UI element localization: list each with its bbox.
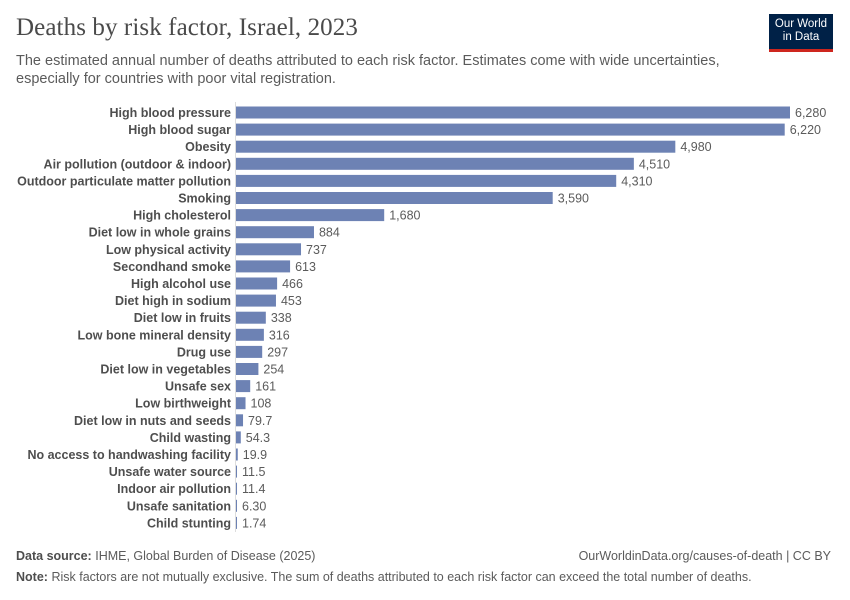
category-label: Secondhand smoke (113, 260, 231, 274)
value-label: 6.30 (242, 499, 266, 513)
value-label: 54.3 (246, 431, 270, 445)
value-label: 19.9 (243, 448, 267, 462)
source-url-link[interactable]: OurWorldinData.org/causes-of-death | CC … (578, 549, 831, 563)
bar[interactable] (236, 226, 314, 239)
bar[interactable] (236, 363, 259, 375)
value-label: 453 (281, 294, 302, 308)
value-label: 6,280 (795, 106, 826, 120)
logo-line-1: Our World (774, 18, 828, 30)
bar[interactable] (236, 448, 238, 461)
value-label: 316 (269, 328, 290, 342)
category-label: Low physical activity (106, 243, 231, 257)
data-source: Data source: IHME, Global Burden of Dise… (16, 549, 315, 563)
bar[interactable] (236, 260, 291, 273)
bar[interactable] (236, 414, 244, 427)
chart-title: Deaths by risk factor, Israel, 2023 (16, 14, 358, 41)
value-label: 1,680 (389, 209, 420, 223)
category-label: Diet low in whole grains (89, 226, 231, 240)
value-label: 11.4 (242, 482, 265, 496)
value-label: 737 (306, 243, 327, 257)
category-label: Diet low in fruits (134, 311, 231, 325)
category-label: High blood pressure (109, 106, 231, 120)
chart-note: Note: Risk factors are not mutually excl… (16, 570, 752, 584)
chart-note-label: Note: (16, 570, 48, 584)
category-label: Diet low in nuts and seeds (74, 414, 231, 428)
value-label: 6,220 (790, 123, 821, 137)
bar-chart: High blood pressure 6,280 High blood sugar… (17, 102, 826, 532)
bar[interactable] (236, 380, 251, 393)
category-label: Child stunting (147, 516, 231, 530)
category-label: Diet low in vegetables (100, 363, 231, 377)
value-label: 11.5 (242, 465, 265, 479)
bar[interactable] (236, 345, 263, 358)
category-label: Outdoor particulate matter pollution (17, 174, 231, 188)
bar[interactable] (236, 311, 266, 324)
category-label: Unsafe water source (109, 465, 231, 479)
bar[interactable] (236, 174, 617, 187)
value-label: 613 (295, 260, 316, 274)
bar[interactable] (236, 123, 785, 136)
value-label: 1.74 (242, 516, 266, 530)
category-label: Low birthweight (135, 397, 232, 411)
bar[interactable] (236, 106, 790, 119)
bar[interactable] (236, 482, 238, 495)
category-label: Indoor air pollution (117, 482, 231, 496)
value-label: 254 (263, 363, 284, 377)
bar[interactable] (236, 431, 241, 444)
value-label: 4,980 (680, 140, 711, 154)
value-label: 79.7 (248, 414, 272, 428)
bar[interactable] (236, 465, 238, 478)
category-label: High blood sugar (128, 123, 231, 137)
category-label: Unsafe sanitation (127, 499, 231, 513)
owid-logo[interactable]: Our World in Data (769, 14, 833, 52)
bar[interactable] (236, 140, 676, 153)
value-label: 4,510 (639, 157, 670, 171)
value-label: 884 (319, 226, 340, 240)
value-label: 297 (267, 345, 288, 359)
bar[interactable] (236, 397, 246, 410)
data-source-label: Data source: (16, 549, 92, 563)
category-label: Low bone mineral density (78, 328, 232, 342)
value-label: 338 (271, 311, 292, 325)
bar[interactable] (236, 192, 553, 204)
value-label: 4,310 (621, 174, 652, 188)
value-label: 466 (282, 277, 303, 291)
category-label: Drug use (177, 345, 231, 359)
chart-subtitle: The estimated annual number of deaths at… (16, 53, 720, 87)
category-label: Unsafe sex (165, 380, 231, 394)
category-label: High alcohol use (131, 277, 231, 291)
logo-line-2: in Data (782, 31, 820, 43)
category-label: Diet high in sodium (115, 294, 231, 308)
category-label: No access to handwashing facility (27, 448, 231, 462)
bar[interactable] (236, 209, 385, 222)
value-label: 161 (255, 380, 276, 394)
category-label: Child wasting (150, 431, 231, 445)
bar[interactable] (236, 499, 237, 512)
chart-note-text: Risk factors are not mutually exclusive.… (51, 570, 752, 584)
bar[interactable] (236, 516, 237, 529)
value-label: 108 (251, 397, 272, 411)
value-label: 3,590 (558, 192, 589, 206)
data-source-text[interactable]: IHME, Global Burden of Disease (2025) (95, 549, 316, 563)
bar[interactable] (236, 328, 264, 341)
category-label: Smoking (178, 192, 231, 206)
bar[interactable] (236, 277, 278, 290)
bars-group: High blood pressure 6,280 High blood sugar… (17, 106, 826, 530)
bar[interactable] (236, 294, 276, 307)
bar[interactable] (236, 243, 302, 256)
category-label: Air pollution (outdoor & indoor) (44, 157, 231, 171)
category-label: High cholesterol (133, 209, 231, 223)
bar[interactable] (236, 157, 634, 170)
category-label: Obesity (185, 140, 231, 154)
